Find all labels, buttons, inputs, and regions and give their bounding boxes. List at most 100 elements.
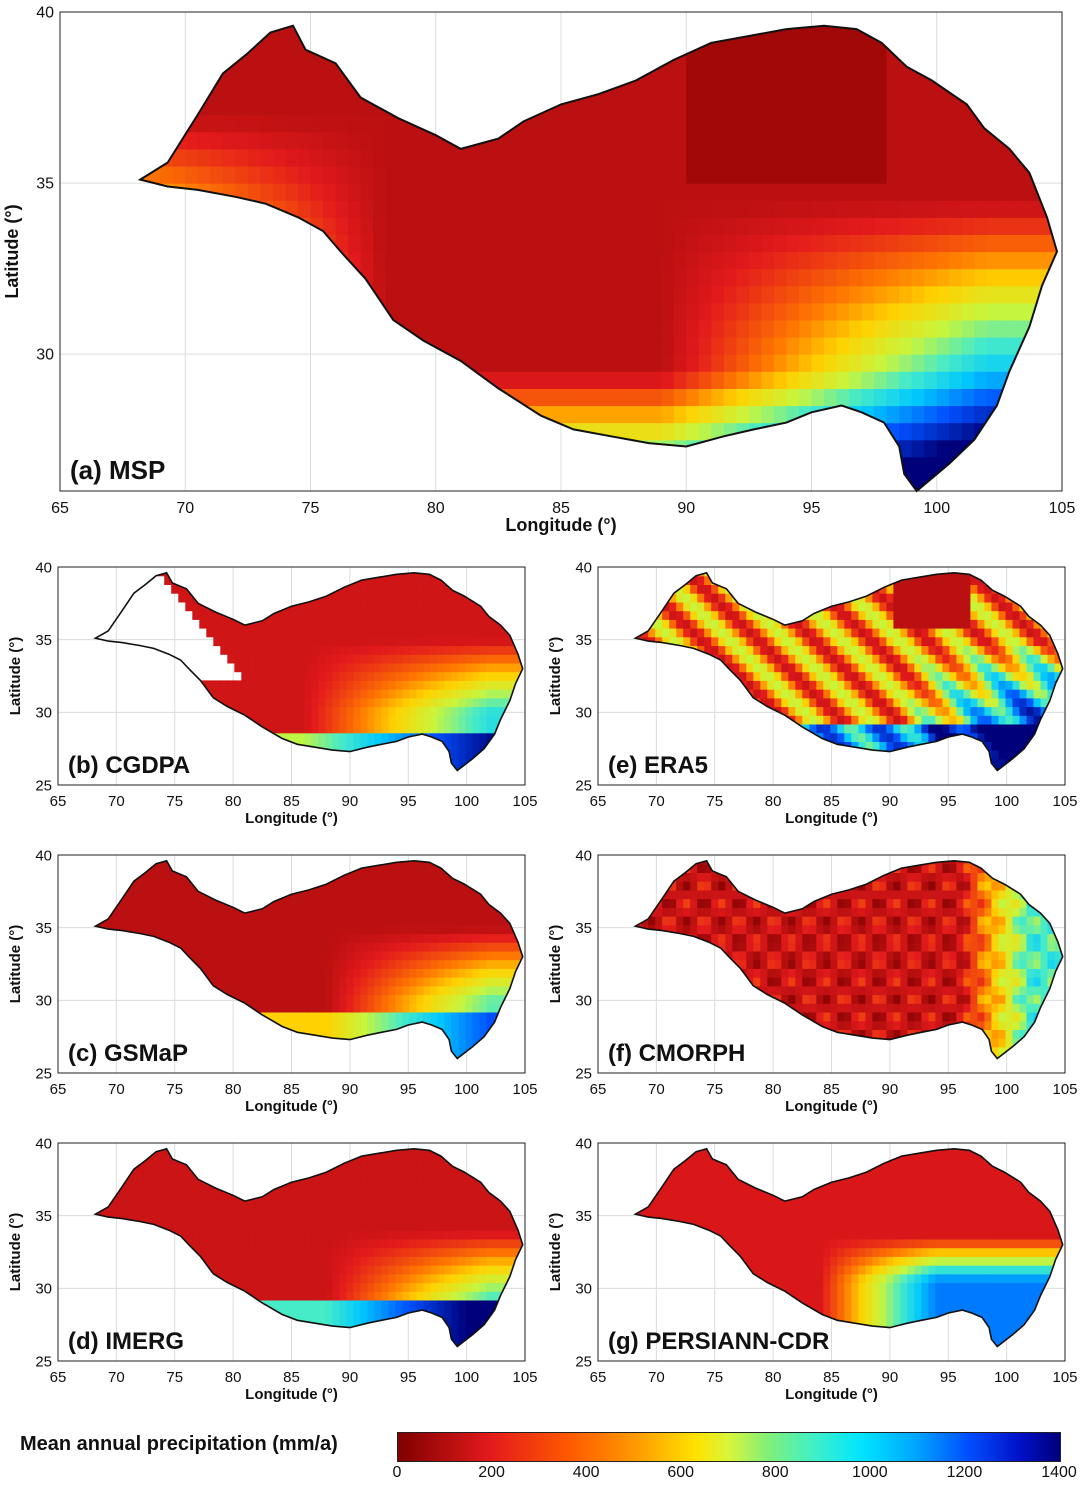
- map-svg-d: 65 70 75 80 85 90 95 100 105 25 30 35 40 Longitude (°…: [7, 1135, 538, 1403]
- x-tick-label: 100: [994, 1081, 1019, 1098]
- plateau-outline: [93, 571, 524, 772]
- plot-frame: [597, 566, 1066, 786]
- y-axis-label: Latitude (°): [7, 925, 24, 1004]
- y-tick-label: 25: [575, 1353, 592, 1370]
- y-tick-label: 40: [35, 1135, 52, 1152]
- x-tick-label: 70: [108, 793, 125, 810]
- y-tick-label: 35: [35, 920, 52, 937]
- x-tick-label: 80: [225, 1369, 242, 1386]
- map-svg-g: 65 70 75 80 85 90 95 100 105 25 30 35 40 Longitude (°…: [547, 1135, 1078, 1403]
- x-tick-label: 105: [1052, 1369, 1077, 1386]
- colorbar-tick-label: 200: [478, 1464, 505, 1481]
- map-svg-b: 65 70 75 80 85 90 95 100 105 25 30 35 40 Longitude (°…: [7, 559, 538, 827]
- y-tick-label: 35: [35, 632, 52, 649]
- plateau-outline: [633, 859, 1064, 1060]
- map-svg-e: 65 70 75 80 85 90 95 100 105 25 30 35 40 Longitude (°…: [547, 559, 1078, 827]
- x-tick-label: 70: [648, 793, 665, 810]
- x-tick-label: 80: [427, 500, 445, 517]
- colorbar-tick-label: 600: [667, 1464, 695, 1481]
- x-tick-label: 100: [454, 1369, 479, 1386]
- x-axis-label: Longitude (°): [785, 1098, 878, 1115]
- x-tick-label: 80: [765, 1081, 782, 1098]
- x-tick-label: 85: [823, 1369, 840, 1386]
- y-tick-label: 30: [35, 1281, 52, 1298]
- x-tick-label: 100: [994, 1369, 1019, 1386]
- plot-frame: [57, 566, 526, 786]
- panel-label: (d) IMERG: [68, 1328, 184, 1355]
- x-tick-label: 90: [882, 793, 899, 810]
- y-axis-label: Latitude (°): [547, 637, 564, 716]
- panel-label: (e) ERA5: [608, 752, 708, 779]
- x-tick-label: 75: [302, 500, 320, 517]
- x-tick-label: 105: [512, 1081, 537, 1098]
- x-tick-label: 80: [225, 793, 242, 810]
- x-tick-label: 65: [50, 1369, 67, 1386]
- x-tick-label: 80: [765, 1369, 782, 1386]
- panel-label: (b) CGDPA: [68, 752, 190, 779]
- x-tick-label: 85: [823, 1081, 840, 1098]
- y-tick-label: 35: [35, 1208, 52, 1225]
- colorbar-tick-label: 800: [761, 1464, 789, 1481]
- x-tick-label: 85: [283, 793, 300, 810]
- y-axis-label: Latitude (°): [547, 1213, 564, 1292]
- x-tick-label: 85: [283, 1081, 300, 1098]
- y-tick-label: 25: [35, 777, 52, 794]
- plot-frame: [597, 1142, 1066, 1362]
- y-tick-label: 35: [575, 632, 592, 649]
- x-tick-label: 95: [803, 500, 821, 517]
- x-tick-label: 80: [765, 793, 782, 810]
- x-axis-label: Longitude (°): [245, 1386, 338, 1403]
- x-tick-label: 90: [882, 1081, 899, 1098]
- x-tick-label: 95: [400, 1081, 417, 1098]
- x-tick-label: 75: [706, 793, 723, 810]
- panel-b-cgdpa: 65 70 75 80 85 90 95 100 105 25 30 35 40 Longitude (°…: [0, 555, 540, 840]
- y-tick-label: 40: [35, 847, 52, 864]
- x-tick-label: 95: [400, 1369, 417, 1386]
- x-tick-label: 100: [994, 793, 1019, 810]
- y-tick-label: 35: [575, 1208, 592, 1225]
- x-tick-label: 95: [940, 1081, 957, 1098]
- x-tick-label: 105: [1049, 500, 1076, 517]
- y-axis-label: Latitude (°): [2, 204, 22, 298]
- plateau-outline: [633, 571, 1064, 772]
- panel-label: (a) MSP: [70, 455, 165, 485]
- y-axis-label: Latitude (°): [7, 1213, 24, 1292]
- x-tick-label: 95: [940, 793, 957, 810]
- y-axis-label: Latitude (°): [547, 925, 564, 1004]
- x-tick-label: 95: [940, 1369, 957, 1386]
- x-tick-label: 90: [342, 1081, 359, 1098]
- x-tick-label: 65: [50, 1081, 67, 1098]
- y-tick-label: 25: [35, 1353, 52, 1370]
- plateau-outline: [93, 1147, 524, 1348]
- x-axis-label: Longitude (°): [505, 515, 616, 535]
- colorbar-tick-label: 400: [572, 1464, 600, 1481]
- colorbar-tick-label: 1200: [946, 1464, 983, 1481]
- y-tick-label: 40: [575, 847, 592, 864]
- plot-frame: [57, 1142, 526, 1362]
- y-tick-label: 30: [35, 993, 52, 1010]
- plateau-outline: [93, 859, 524, 1060]
- y-tick-label: 40: [575, 1135, 592, 1152]
- x-tick-label: 70: [108, 1369, 125, 1386]
- x-tick-label: 70: [176, 500, 194, 517]
- panel-c-gsmap: 65 70 75 80 85 90 95 100 105 25 30 35 40 Longitude (°…: [0, 843, 540, 1128]
- x-tick-label: 85: [552, 500, 570, 517]
- plot-frame: [597, 854, 1066, 1074]
- x-tick-label: 90: [342, 793, 359, 810]
- x-tick-label: 70: [648, 1369, 665, 1386]
- x-tick-label: 65: [590, 1081, 607, 1098]
- plateau-outline: [633, 1147, 1064, 1348]
- x-tick-label: 85: [283, 1369, 300, 1386]
- colorbar-tick-label: 0: [392, 1464, 402, 1481]
- panel-e-era5: 65 70 75 80 85 90 95 100 105 25 30 35 40 Longitude (°…: [540, 555, 1080, 840]
- panel-label: (c) GSMaP: [68, 1040, 188, 1067]
- map-svg-a: 65 70 75 80 85 90 95 100 105 30 35 40 Longitude (°) L…: [2, 5, 1076, 535]
- y-tick-label: 30: [35, 705, 52, 722]
- plot-frame: [59, 11, 1063, 492]
- y-tick-label: 35: [575, 920, 592, 937]
- map-svg-f: 65 70 75 80 85 90 95 100 105 25 30 35 40 Longitude (°…: [547, 847, 1078, 1115]
- x-axis-label: Longitude (°): [245, 810, 338, 827]
- y-tick-label: 35: [36, 176, 54, 193]
- x-tick-label: 105: [512, 793, 537, 810]
- panel-label: (f) CMORPH: [608, 1040, 745, 1067]
